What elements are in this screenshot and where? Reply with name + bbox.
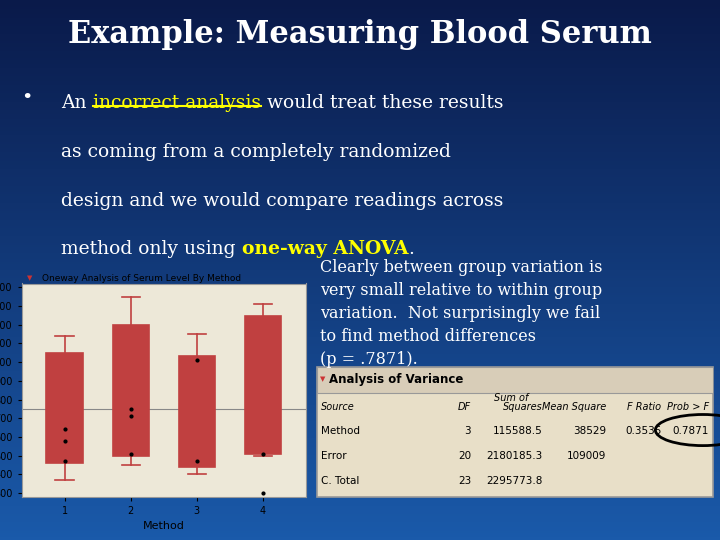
Text: 23: 23: [458, 476, 472, 486]
Text: ▼: ▼: [320, 376, 325, 382]
Text: F Ratio: F Ratio: [627, 402, 661, 412]
Text: 3: 3: [464, 426, 472, 436]
Text: would treat these results: would treat these results: [261, 94, 503, 112]
Text: Oneway Analysis of Serum Level By Method: Oneway Analysis of Serum Level By Method: [42, 274, 240, 283]
Text: Clearly between group variation is
very small relative to within group
variation: Clearly between group variation is very …: [320, 259, 603, 368]
PathPatch shape: [245, 316, 282, 454]
Text: Error: Error: [321, 451, 346, 462]
Text: ▼: ▼: [27, 275, 32, 282]
Text: 2180185.3: 2180185.3: [486, 451, 543, 462]
Text: Method: Method: [321, 426, 360, 436]
Text: 0.7871: 0.7871: [672, 426, 708, 436]
Text: 0.3535: 0.3535: [625, 426, 661, 436]
Text: Prob > F: Prob > F: [667, 402, 708, 412]
Text: .: .: [408, 240, 414, 258]
Text: incorrect analysis: incorrect analysis: [93, 94, 261, 112]
Text: 38529: 38529: [572, 426, 606, 436]
PathPatch shape: [179, 356, 215, 467]
FancyBboxPatch shape: [317, 367, 713, 497]
Text: •: •: [22, 89, 33, 107]
Text: C. Total: C. Total: [321, 476, 359, 486]
FancyBboxPatch shape: [317, 367, 713, 393]
Text: Example: Measuring Blood Serum: Example: Measuring Blood Serum: [68, 19, 652, 50]
Text: DF: DF: [458, 402, 472, 412]
PathPatch shape: [46, 353, 83, 463]
Text: 109009: 109009: [567, 451, 606, 462]
Text: An: An: [61, 94, 93, 112]
Text: Mean Square: Mean Square: [541, 402, 606, 412]
PathPatch shape: [112, 325, 149, 456]
Text: one-way ANOVA: one-way ANOVA: [242, 240, 408, 258]
Text: 2295773.8: 2295773.8: [486, 476, 543, 486]
Text: Source: Source: [321, 402, 354, 412]
Text: design and we would compare readings across: design and we would compare readings acr…: [61, 192, 503, 210]
X-axis label: Method: Method: [143, 522, 185, 531]
Text: 20: 20: [458, 451, 472, 462]
Text: 115588.5: 115588.5: [492, 426, 543, 436]
Text: Squares: Squares: [503, 402, 543, 412]
Text: method only using: method only using: [61, 240, 242, 258]
Text: Analysis of Variance: Analysis of Variance: [328, 373, 463, 386]
Text: Sum of: Sum of: [494, 393, 528, 403]
Text: as coming from a completely randomized: as coming from a completely randomized: [61, 143, 451, 161]
